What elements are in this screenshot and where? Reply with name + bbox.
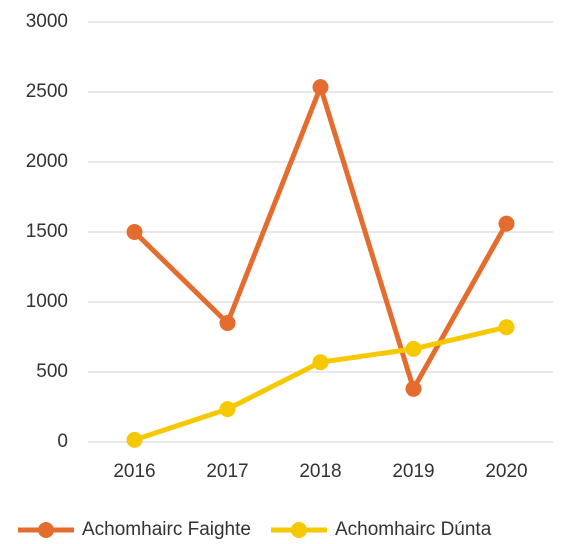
data-point	[219, 315, 236, 331]
y-tick-label: 2000	[26, 151, 68, 172]
data-point	[126, 431, 143, 448]
y-tick-label: 500	[36, 361, 68, 382]
x-tick-label: 2016	[113, 461, 155, 482]
y-tick-label: 2500	[26, 81, 68, 102]
series-line	[132, 84, 509, 392]
series-line	[133, 324, 508, 443]
data-point	[405, 340, 422, 357]
y-tick-label: 1000	[26, 291, 68, 312]
data-point	[126, 224, 143, 240]
x-tick-label: 2019	[392, 461, 434, 482]
data-point	[312, 354, 329, 371]
legend-marker	[38, 522, 54, 538]
data-point	[405, 380, 422, 397]
y-tick-label: 3000	[26, 11, 68, 32]
y-tick-label: 0	[57, 431, 68, 452]
legend-label: Achomhairc Dúnta	[335, 519, 492, 540]
data-point	[219, 401, 236, 418]
legend-label: Achomhairc Faighte	[82, 519, 251, 540]
x-tick-label: 2020	[485, 461, 527, 482]
x-tick-label: 2017	[206, 461, 248, 482]
x-tick-label: 2018	[299, 461, 341, 482]
data-point	[312, 79, 329, 96]
data-point	[498, 215, 515, 232]
y-tick-label: 1500	[26, 221, 68, 242]
data-point	[498, 319, 515, 336]
legend-marker	[290, 522, 307, 538]
